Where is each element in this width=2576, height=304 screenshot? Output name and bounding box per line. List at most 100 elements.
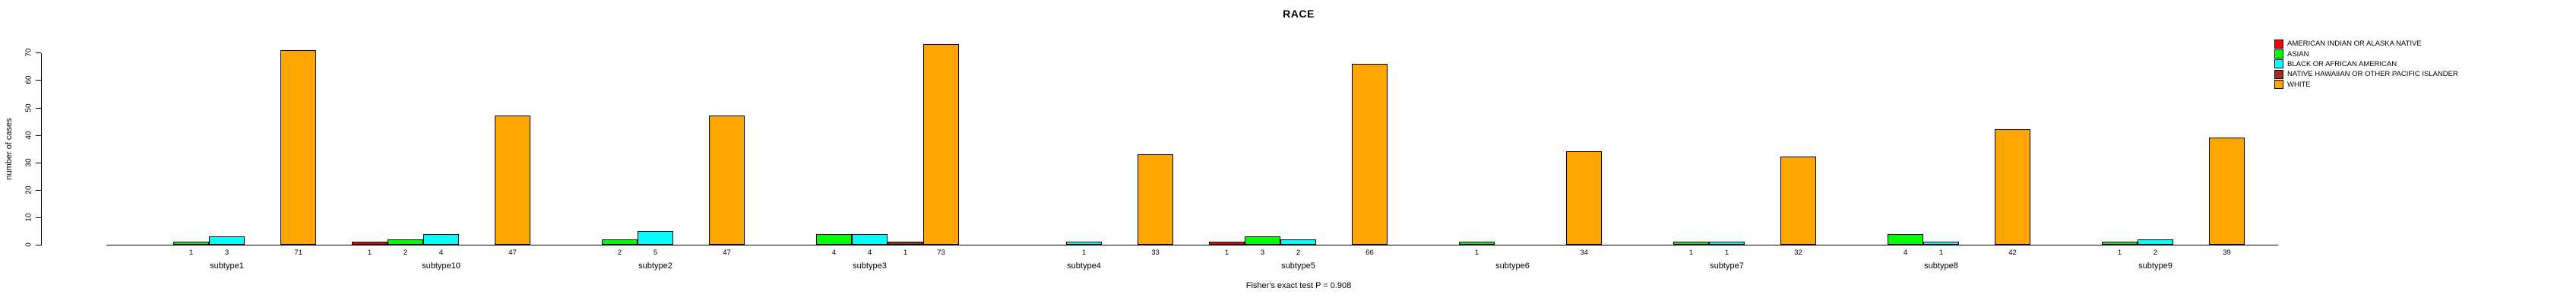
bar [816, 234, 852, 245]
x-axis-category-label: subtype4 [1067, 261, 1101, 271]
legend-item: AMERICAN INDIAN OR ALASKA NATIVE [2274, 39, 2458, 49]
bar-value-label: 1 [903, 249, 908, 257]
bar [1352, 64, 1388, 245]
bar [280, 50, 316, 245]
bar [852, 234, 888, 245]
bar-value-label: 2 [403, 249, 408, 257]
bar-value-label: 1 [2117, 249, 2122, 257]
bar-value-label: 3 [224, 249, 229, 257]
legend-item: WHITE [2274, 80, 2458, 90]
y-axis-tick-label: 20 [24, 185, 33, 195]
legend-item-label: BLACK OR AFRICAN AMERICAN [2287, 59, 2397, 68]
legend-item-label: AMERICAN INDIAN OR ALASKA NATIVE [2287, 40, 2422, 49]
legend-color-swatch [2274, 39, 2283, 49]
bar-value-label: 2 [617, 249, 622, 257]
bar [1459, 242, 1495, 245]
bar [1566, 151, 1602, 245]
y-axis-line [41, 53, 42, 245]
bar-value-label: 2 [1296, 249, 1301, 257]
legend-color-swatch [2274, 59, 2283, 69]
bar [1280, 239, 1316, 245]
y-axis-tick-label: 60 [24, 75, 33, 84]
y-axis-tick-label: 30 [24, 158, 33, 167]
bar-value-label: 1 [1724, 249, 1729, 257]
bar [923, 44, 959, 245]
bar [1995, 129, 2030, 245]
y-axis-tick [36, 217, 41, 218]
bar [1923, 242, 1959, 245]
bar [209, 236, 245, 245]
bar-value-label: 47 [723, 249, 731, 257]
bar-value-label: 1 [1081, 249, 1087, 257]
bar [602, 239, 638, 245]
bar-value-label: 34 [1580, 249, 1588, 257]
bar-value-label: 5 [653, 249, 658, 257]
bar [888, 242, 923, 245]
x-axis-category-label: subtype1 [210, 261, 244, 271]
x-axis-category-label: subtype7 [1710, 261, 1744, 271]
bar [1888, 234, 1923, 245]
x-axis-category-label: subtype5 [1281, 261, 1315, 271]
bar-value-label: 42 [2008, 249, 2017, 257]
caption-fishers-exact-test: Fisher's exact test P = 0.908 [1245, 281, 1352, 290]
y-axis-tick [36, 107, 41, 109]
bar-value-label: 4 [831, 249, 837, 257]
chart-title: RACE [1283, 8, 1315, 20]
y-axis-tick-label: 40 [24, 131, 33, 140]
x-axis-category-label: subtype8 [1924, 261, 1958, 271]
bar [388, 239, 423, 245]
bar [1780, 157, 1816, 245]
bar [1673, 242, 1709, 245]
bar [495, 116, 530, 245]
bar-value-label: 1 [367, 249, 372, 257]
bar [638, 231, 673, 245]
bar [173, 242, 209, 245]
legend: AMERICAN INDIAN OR ALASKA NATIVE ASIAN BLA… [2274, 39, 2458, 90]
legend-item: ASIAN [2274, 49, 2458, 59]
y-axis-tick [36, 135, 41, 136]
bar [709, 116, 745, 245]
bar-value-label: 39 [2223, 249, 2231, 257]
legend-color-swatch [2274, 69, 2283, 79]
y-axis-tick-label: 50 [24, 103, 33, 112]
bar-value-label: 4 [438, 249, 444, 257]
bar-value-label: 3 [1260, 249, 1265, 257]
bar [1245, 236, 1280, 245]
bar [352, 242, 388, 245]
bar-value-label: 33 [1151, 249, 1160, 257]
y-axis-tick [36, 80, 41, 81]
bar-value-label: 1 [1938, 249, 1944, 257]
bar [1066, 242, 1102, 245]
bar-value-label: 4 [1903, 249, 1908, 257]
bar-value-label: 71 [294, 249, 302, 257]
bar-value-label: 1 [1224, 249, 1229, 257]
legend-item-label: WHITE [2287, 80, 2311, 89]
bar-value-label: 2 [2153, 249, 2158, 257]
x-axis-category-label: subtype10 [422, 261, 460, 271]
bar-value-label: 1 [188, 249, 194, 257]
legend-item-label: NATIVE HAWAIIAN OR OTHER PACIFIC ISLANDE… [2287, 70, 2458, 79]
y-axis-tick-label: 70 [24, 48, 33, 57]
legend-item: NATIVE HAWAIIAN OR OTHER PACIFIC ISLANDE… [2274, 69, 2458, 79]
x-axis-category-label: subtype6 [1495, 261, 1530, 271]
x-axis-category-label: subtype9 [2138, 261, 2173, 271]
bar-value-label: 1 [1474, 249, 1479, 257]
bar [2209, 138, 2245, 245]
bar [2138, 239, 2173, 245]
legend-item-label: ASIAN [2287, 49, 2309, 59]
legend-color-swatch [2274, 49, 2283, 59]
bar-value-label: 1 [1688, 249, 1694, 257]
y-axis-tick-label: 10 [24, 213, 33, 222]
y-axis-tick [36, 189, 41, 191]
bar [423, 234, 459, 245]
y-axis-tick [36, 52, 41, 54]
bar-value-label: 32 [1794, 249, 1802, 257]
legend-color-swatch [2274, 80, 2283, 90]
bar-value-label: 73 [937, 249, 945, 257]
bar [1709, 242, 1745, 245]
x-axis-category-label: subtype2 [638, 261, 672, 271]
bar [2102, 242, 2138, 245]
x-axis-category-label: subtype3 [853, 261, 887, 271]
